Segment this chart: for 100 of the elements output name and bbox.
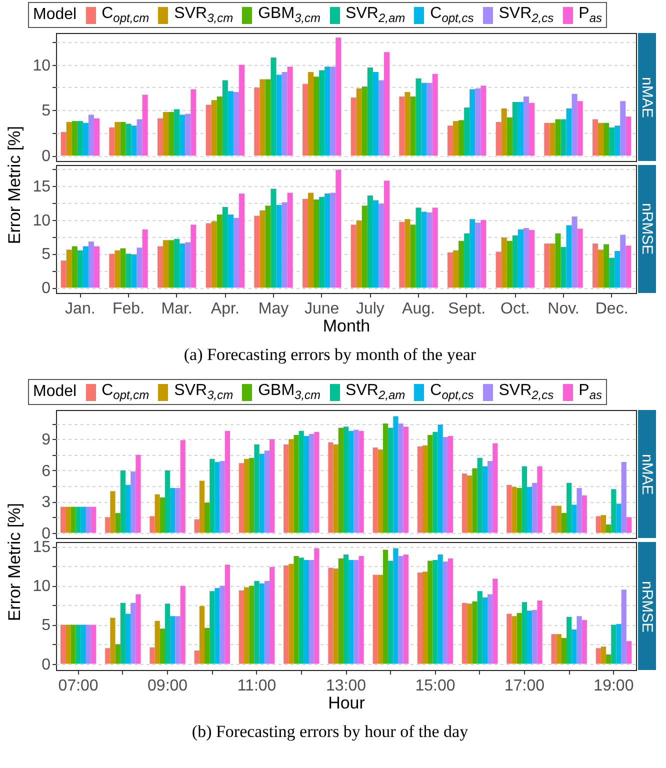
bar (556, 634, 562, 664)
bar (596, 648, 601, 664)
bar (537, 600, 542, 664)
x-tick-label: Oct. (500, 300, 530, 318)
bar (324, 66, 330, 156)
bar (304, 560, 310, 664)
bar (333, 568, 338, 664)
bar (270, 58, 276, 156)
y-axis-title: Error Metric [%] (5, 503, 25, 622)
text: (a) Forecasting errors by month of the year (182, 345, 478, 366)
bar (393, 548, 398, 664)
bar (544, 244, 550, 288)
bar (410, 96, 416, 156)
bar (426, 83, 432, 156)
bar (572, 94, 578, 156)
bar (572, 630, 577, 664)
panel-strip: nMAE (638, 33, 656, 162)
bar (244, 459, 250, 534)
legend-label: SVR$_{2,am}$ (346, 5, 406, 26)
bar (238, 64, 244, 156)
bar (206, 104, 212, 156)
bar (544, 123, 550, 156)
bar (308, 72, 314, 156)
bar (367, 196, 373, 288)
bar (362, 206, 368, 288)
bar (131, 254, 137, 288)
bar (354, 560, 359, 664)
legend-label: SVR$_{3,cm}$ (174, 5, 234, 26)
bar (254, 444, 260, 534)
legend-label: P$_{as}$ (578, 382, 602, 402)
bar (309, 560, 314, 664)
bar (432, 432, 438, 534)
bar (422, 572, 428, 664)
bar (576, 616, 582, 664)
bar (158, 118, 164, 156)
y-tick-label: 0 (42, 148, 51, 166)
x-tick-label: Mar. (161, 300, 192, 318)
bar (626, 116, 632, 156)
bar (382, 424, 388, 534)
bar (86, 625, 92, 664)
bar (393, 416, 398, 534)
bar (496, 252, 502, 288)
bar (284, 566, 289, 664)
bar (470, 219, 476, 288)
bar (72, 246, 78, 288)
y-tick-label: 15 (32, 178, 51, 196)
bar (621, 590, 626, 664)
bar (577, 228, 583, 288)
bar (523, 96, 529, 156)
bar (298, 558, 304, 664)
bar (501, 238, 507, 288)
bar (518, 230, 524, 288)
bar (501, 108, 507, 156)
x-tick-label: 19:00 (594, 678, 634, 695)
bar (76, 625, 81, 664)
bar (438, 424, 443, 534)
bar (216, 96, 222, 156)
bar (566, 108, 572, 156)
y-tick-label: 10 (32, 57, 51, 74)
bar (551, 506, 556, 534)
bar (314, 432, 320, 534)
y-tick-label: 5 (42, 102, 51, 120)
bar (378, 575, 383, 664)
bar (620, 234, 626, 288)
bar (343, 427, 349, 534)
bar (422, 446, 428, 534)
y-tick-label: 10 (32, 212, 51, 230)
bar (168, 240, 174, 288)
bar (566, 225, 572, 288)
bar (527, 611, 532, 664)
y-tick-label: 5 (42, 618, 51, 635)
bar (462, 474, 468, 534)
bar (163, 112, 169, 156)
bar (130, 472, 136, 534)
bar (512, 102, 518, 156)
bar (314, 548, 320, 664)
x-tick-label: Nov. (548, 300, 580, 318)
bar (160, 629, 165, 664)
y-tick-label: 0 (42, 280, 51, 298)
bar (604, 123, 610, 156)
bar (211, 221, 217, 288)
bar (168, 112, 174, 156)
bar (333, 444, 338, 534)
x-tick-label: Apr. (210, 300, 240, 318)
bar (537, 466, 542, 534)
legend-title: Model (33, 6, 77, 24)
bar (527, 487, 532, 534)
bar (265, 206, 271, 288)
bar (282, 72, 288, 156)
bar (126, 254, 132, 288)
bar (399, 222, 405, 288)
legend-title: Model (33, 383, 77, 402)
bar (592, 244, 598, 288)
bar (388, 428, 394, 534)
bar (288, 564, 294, 664)
bar (270, 188, 276, 288)
bar (77, 250, 83, 288)
bar (506, 241, 512, 288)
bar (131, 126, 137, 156)
bar (204, 628, 210, 664)
